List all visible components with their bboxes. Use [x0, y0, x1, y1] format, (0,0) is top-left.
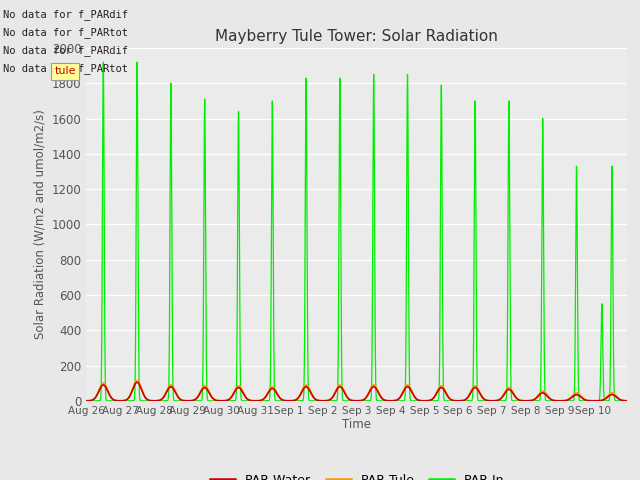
PAR In	[540, 348, 548, 353]
PAR Tule	[133, 378, 141, 384]
PAR Tule	[591, 398, 598, 404]
PAR Water	[232, 387, 239, 393]
PAR In	[99, 59, 107, 65]
PAR Tule	[623, 398, 631, 404]
Line: PAR Tule: PAR Tule	[86, 381, 627, 401]
PAR Water	[501, 391, 509, 396]
PAR Water	[623, 398, 631, 404]
PAR In	[83, 398, 90, 404]
PAR In	[131, 392, 138, 398]
X-axis label: Time: Time	[342, 419, 371, 432]
PAR Water	[269, 385, 276, 391]
Y-axis label: Solar Radiation (W/m2 and umol/m2/s): Solar Radiation (W/m2 and umol/m2/s)	[33, 109, 46, 339]
PAR In	[623, 398, 631, 404]
PAR Tule	[501, 389, 509, 395]
PAR In	[501, 398, 509, 404]
Line: PAR In: PAR In	[86, 62, 627, 401]
PAR Water	[131, 382, 138, 388]
PAR In	[577, 398, 585, 404]
Text: No data for f_PARdif: No data for f_PARdif	[3, 9, 128, 20]
PAR Tule	[131, 381, 138, 386]
PAR Water	[540, 390, 548, 396]
PAR In	[269, 127, 276, 133]
PAR Water	[591, 398, 598, 404]
PAR Tule	[232, 386, 239, 392]
Title: Mayberry Tule Tower: Solar Radiation: Mayberry Tule Tower: Solar Radiation	[216, 29, 498, 44]
Legend: PAR Water, PAR Tule, PAR In: PAR Water, PAR Tule, PAR In	[205, 469, 508, 480]
PAR Tule	[269, 384, 276, 390]
PAR Tule	[577, 393, 585, 399]
PAR Water	[83, 398, 90, 404]
PAR In	[232, 397, 239, 403]
Text: tule: tule	[54, 66, 76, 76]
PAR Tule	[540, 389, 548, 395]
PAR Water	[133, 379, 141, 385]
Text: No data for f_PARtot: No data for f_PARtot	[3, 63, 128, 74]
PAR Tule	[83, 398, 90, 404]
PAR Water	[577, 394, 585, 400]
Text: No data for f_PARdif: No data for f_PARdif	[3, 45, 128, 56]
Text: No data for f_PARtot: No data for f_PARtot	[3, 27, 128, 38]
Line: PAR Water: PAR Water	[86, 382, 627, 401]
